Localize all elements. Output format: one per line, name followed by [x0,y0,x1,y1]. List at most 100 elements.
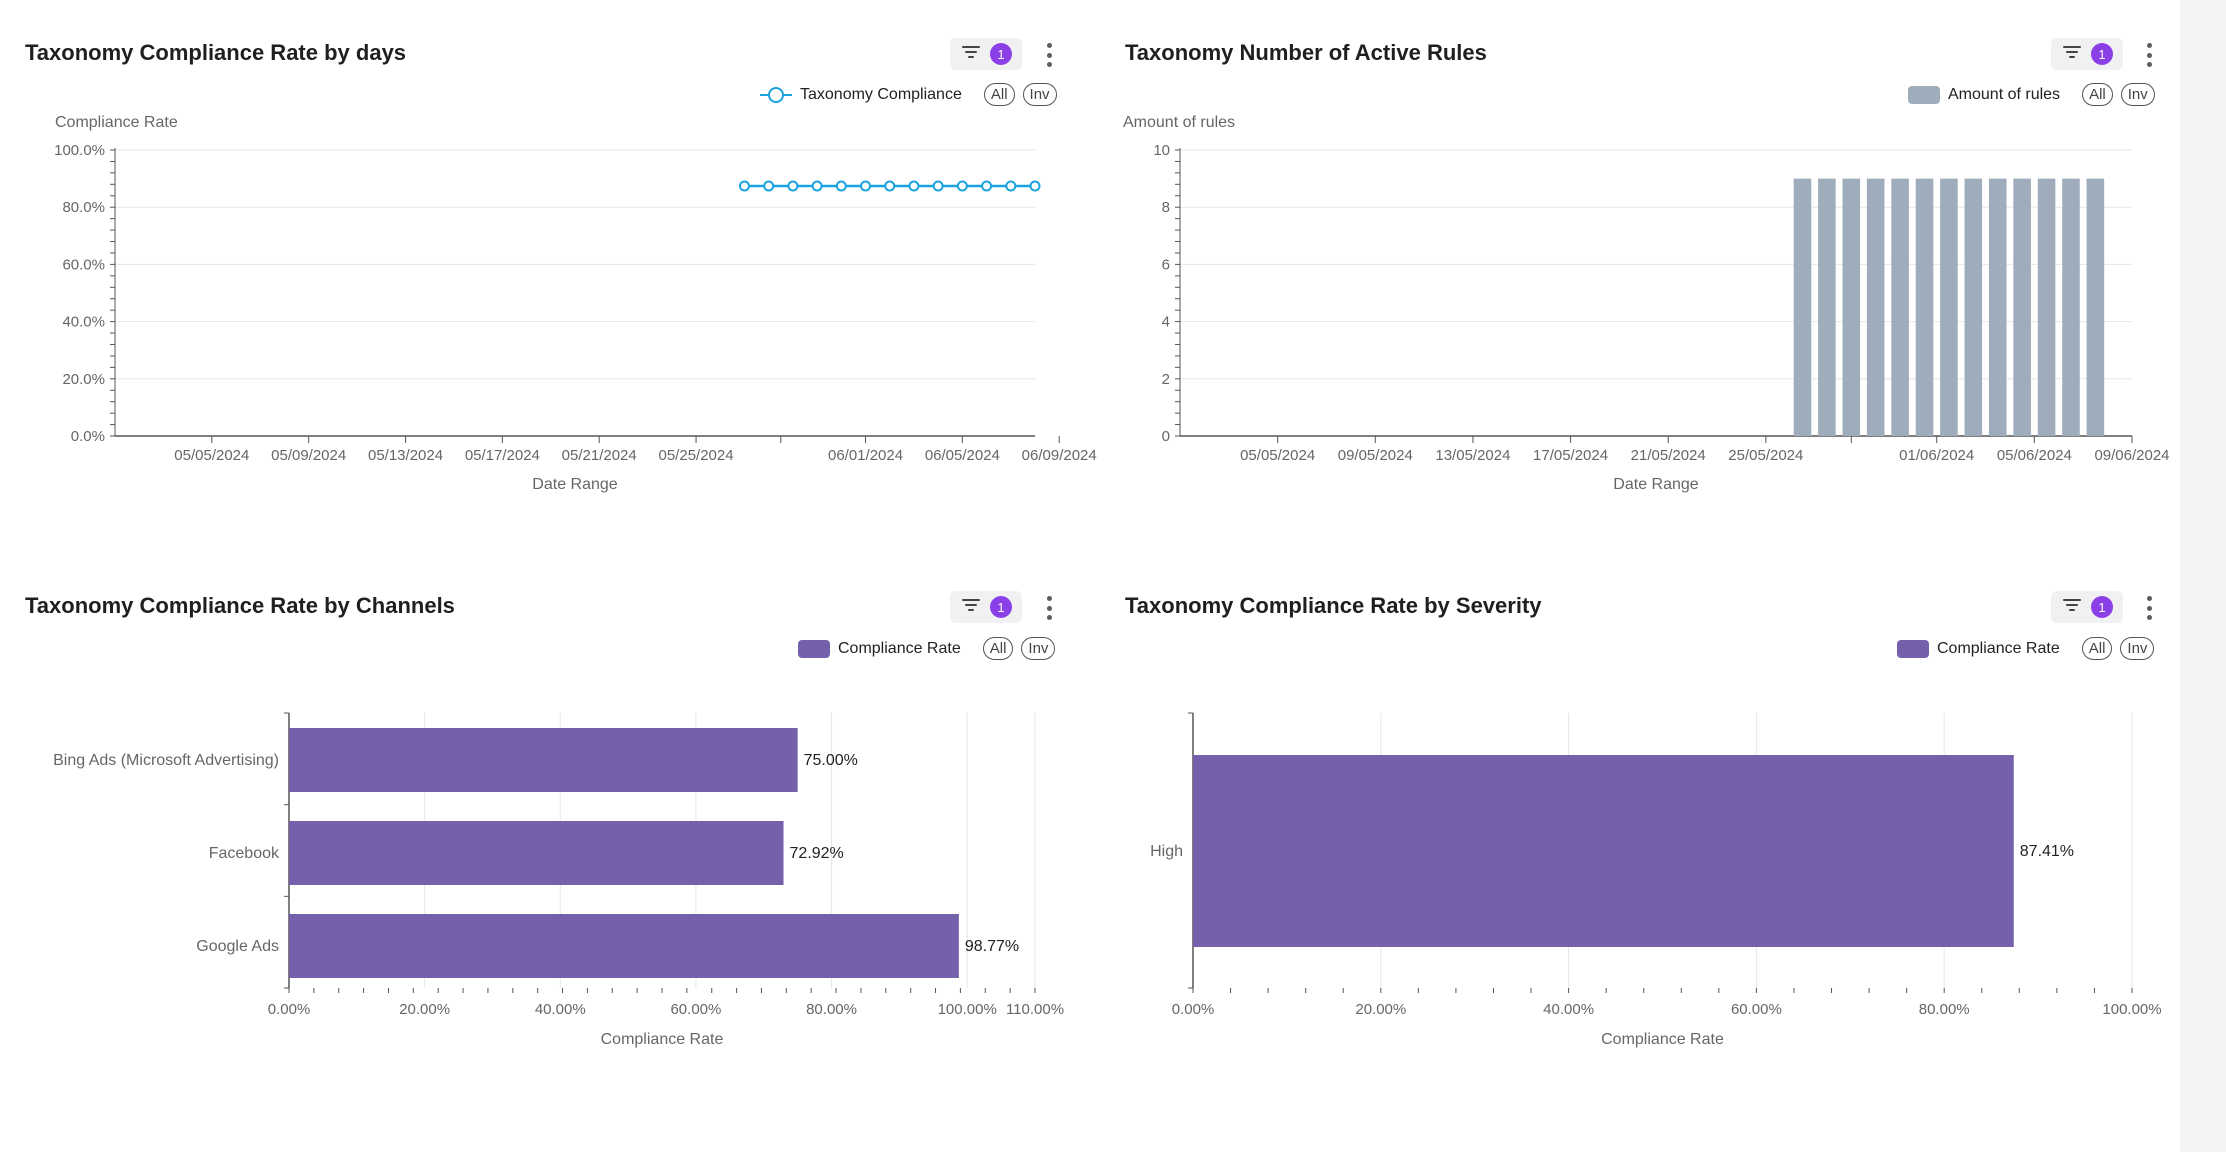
legend-label[interactable]: Compliance Rate [838,639,961,657]
legend-inv-button[interactable]: Inv [1021,637,1056,660]
x-tick-label: 06/09/2024 [1022,447,1097,464]
more-options-icon[interactable] [2139,593,2159,623]
data-point [884,180,896,192]
more-options-icon[interactable] [1039,593,1059,623]
bar [1818,178,1836,436]
filter-button[interactable]: 1 [2051,591,2123,623]
filter-count-badge: 1 [2091,596,2113,618]
filter-icon [962,598,980,617]
filter-button[interactable]: 1 [950,38,1022,70]
legend-inv-button[interactable]: Inv [2120,637,2155,660]
x-axis-title: Date Range [1613,476,1698,493]
filter-button[interactable]: 1 [2051,38,2123,70]
bar [289,728,798,792]
bar [1988,178,2007,436]
x-tick-label: 05/09/2024 [271,447,346,464]
x-tick-label: 05/06/2024 [1997,447,2072,464]
x-tick-label: 20.00% [1355,1001,1406,1018]
x-tick-label: 05/05/2024 [174,447,249,464]
chart-legend: Compliance Rate All Inv [1897,637,2155,660]
filter-count-badge: 1 [2091,43,2113,65]
legend-label[interactable]: Taxonomy Compliance [800,85,962,103]
x-tick-label: 09/05/2024 [1338,447,1413,464]
data-point [981,180,993,192]
panel-compliance-by-channels: Taxonomy Compliance Rate by Channels 1 C… [0,553,1100,1113]
panel-title: Taxonomy Number of Active Rules [1125,40,1487,65]
x-tick-label: 17/05/2024 [1533,447,1608,464]
data-point [763,180,775,192]
bar [2086,178,2105,436]
data-point [1005,180,1017,192]
filter-icon [2063,45,2081,64]
data-point [932,180,944,192]
bar [1940,178,1958,436]
panel-active-rules: Taxonomy Number of Active Rules 1 Amount… [1100,0,2180,560]
legend-inv-button[interactable]: Inv [1022,83,1057,106]
bar [1964,178,1983,436]
bar [2062,178,2080,436]
x-tick-label: 06/01/2024 [828,447,903,464]
x-tick-label: 01/06/2024 [1899,447,1974,464]
panel-compliance-by-days: Taxonomy Compliance Rate by days 1 Taxon… [0,0,1100,560]
panel-title: Taxonomy Compliance Rate by days [25,40,407,65]
legend-all-button[interactable]: All [2082,83,2113,106]
bar [1842,178,1861,436]
compliance-by-severity-chart: 0.00% 20.00% 40.00% 60.00% 80.00% 100.00% 87.4… [1150,712,2162,1048]
bar [289,914,959,978]
x-axis-title: Compliance Rate [601,1031,724,1048]
data-point [811,180,823,192]
legend-swatch [798,639,830,658]
y-tick-label: 0.0% [71,428,105,445]
bar [1891,178,1909,436]
legend-inv-button[interactable]: Inv [2120,83,2155,106]
legend-all-button[interactable]: All [2081,637,2113,660]
compliance-by-days-chart: Compliance Rate 0.0% 20.0% 40.0% 60.0% 80.0% 1… [54,114,1097,493]
chart-legend: Amount of rules All Inv [1908,83,2155,106]
y-category-label: Bing Ads (Microsoft Advertising) [53,752,279,769]
legend-label[interactable]: Amount of rules [1948,85,2061,103]
y-tick-label: 20.0% [62,371,105,388]
panel-title: Taxonomy Compliance Rate by Severity [1125,593,1542,618]
x-tick-label: 05/13/2024 [368,447,443,464]
data-point [956,180,968,192]
filter-icon [2063,598,2081,617]
x-tick-label: 40.00% [535,1001,586,1018]
x-tick-label: 100.00% [2102,1001,2161,1018]
x-tick-label: 40.00% [1543,1001,1594,1018]
x-tick-label: 60.00% [670,1001,721,1018]
x-tick-label: 05/25/2024 [659,447,734,464]
legend-label[interactable]: Compliance Rate [1937,639,2060,657]
x-tick-label: 21/05/2024 [1631,447,1706,464]
x-axis-title: Date Range [532,476,617,493]
bar [1866,178,1885,436]
x-tick-label: 20.00% [399,1001,450,1018]
y-tick-label: 6 [1162,256,1170,273]
data-point [1029,180,1041,192]
x-tick-label: 0.00% [1172,1001,1215,1018]
y-tick-label: 40.0% [62,314,105,331]
bar [2013,178,2031,436]
bar [1193,755,2014,947]
more-options-icon[interactable] [1039,40,1059,70]
x-tick-label: 25/05/2024 [1728,447,1803,464]
legend-swatch [1897,639,1929,658]
y-tick-label: 0 [1162,428,1170,445]
legend-all-button[interactable]: All [983,83,1015,106]
x-axis-title: Compliance Rate [1601,1031,1724,1048]
x-tick-label: 05/21/2024 [562,447,637,464]
panel-compliance-by-severity: Taxonomy Compliance Rate by Severity 1 C… [1100,553,2180,1113]
data-point [787,180,799,192]
x-tick-label: 80.00% [806,1001,857,1018]
legend-all-button[interactable]: All [982,637,1014,660]
legend-swatch [1908,85,1940,104]
y-tick-label: 80.0% [62,199,105,216]
more-options-icon[interactable] [2139,40,2159,70]
y-tick-label: 8 [1162,199,1170,216]
y-tick-label: 2 [1162,371,1170,388]
y-tick-label: 4 [1162,314,1170,331]
filter-button[interactable]: 1 [950,591,1022,623]
panel-title: Taxonomy Compliance Rate by Channels [25,593,455,618]
x-tick-label: 05/17/2024 [465,447,540,464]
y-tick-label: 60.0% [62,256,105,273]
data-point [860,180,872,192]
